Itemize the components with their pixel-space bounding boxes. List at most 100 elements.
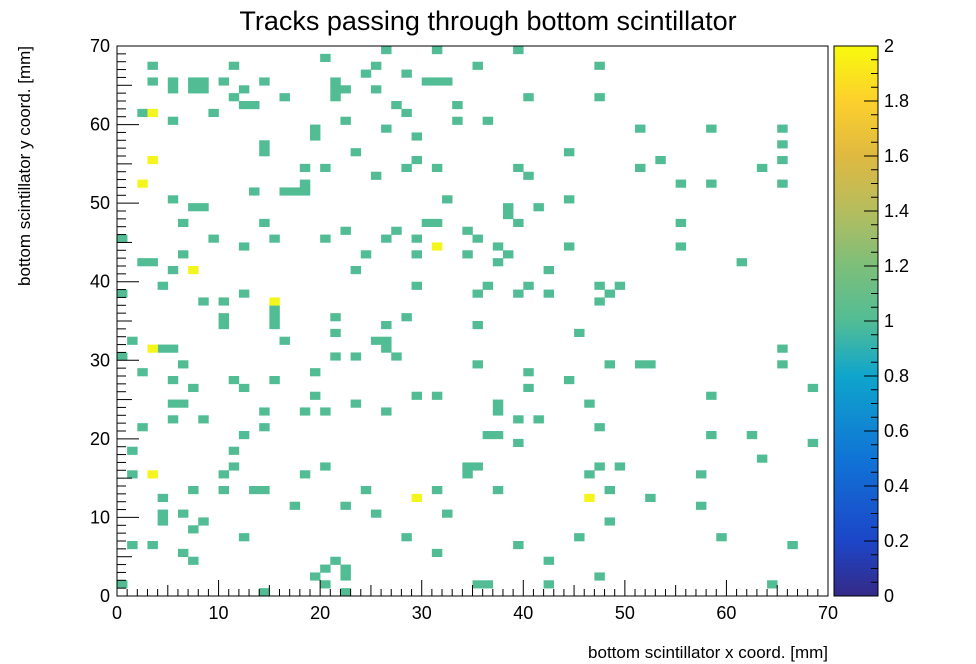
heatmap-bin xyxy=(330,328,341,338)
heatmap-bin xyxy=(482,116,494,125)
heatmap-bin xyxy=(330,556,341,565)
heatmap-bin xyxy=(238,289,250,298)
heatmap-bin xyxy=(167,77,179,86)
heatmap-bin xyxy=(442,195,453,204)
heatmap-bin xyxy=(482,580,494,589)
heatmap-bin xyxy=(157,493,169,503)
heatmap-bin xyxy=(431,391,443,400)
heatmap-bin xyxy=(249,486,260,495)
heatmap-bin xyxy=(117,352,128,361)
heatmap-bin xyxy=(167,415,179,424)
colorbar-tick-label: 1.8 xyxy=(884,91,909,111)
heatmap-bin xyxy=(462,250,473,259)
x-tick-label: 10 xyxy=(209,603,229,623)
heatmap-bin xyxy=(756,163,768,173)
heatmap-bin-max xyxy=(269,297,280,306)
heatmap-bin xyxy=(543,266,555,275)
heatmap-bin xyxy=(695,501,707,510)
heatmap-bin xyxy=(259,148,270,157)
heatmap-bin xyxy=(787,541,798,550)
heatmap-bin xyxy=(472,580,483,589)
colorbar-tick-label: 1.2 xyxy=(884,256,909,276)
heatmap-bin xyxy=(675,242,687,251)
heatmap-bin xyxy=(492,258,504,267)
heatmap-bin xyxy=(513,289,524,298)
heatmap-bin xyxy=(431,218,443,228)
heatmap-bin xyxy=(198,517,209,526)
heatmap-bin xyxy=(198,297,209,306)
heatmap-bin xyxy=(299,187,311,196)
y-tick-label: 0 xyxy=(100,586,110,606)
heatmap-bin xyxy=(777,156,788,165)
heatmap-bin xyxy=(259,140,270,149)
heatmap-bin-max xyxy=(431,242,443,251)
heatmap-bin xyxy=(695,470,707,479)
heatmap-bin xyxy=(259,486,270,495)
heatmap-bin xyxy=(269,313,280,322)
y-tick-label: 70 xyxy=(90,36,110,56)
heatmap-bin xyxy=(309,368,321,377)
heatmap-bin xyxy=(279,93,290,102)
heatmap-bin xyxy=(269,321,280,330)
colorbar-tick-label: 0.4 xyxy=(884,476,909,496)
heatmap-bin-max xyxy=(147,344,158,353)
heatmap-bin xyxy=(513,541,524,550)
heatmap-bin xyxy=(177,360,189,369)
heatmap-bin xyxy=(431,486,443,495)
heatmap-bin xyxy=(431,77,443,86)
colorbar-tick-label: 2 xyxy=(884,36,894,56)
heatmap-bin xyxy=(635,163,646,173)
heatmap-bin xyxy=(320,407,331,416)
colorbar-tick-label: 1.4 xyxy=(884,201,909,221)
heatmap-bin xyxy=(807,383,819,393)
heatmap-bin xyxy=(320,53,331,63)
heatmap-bin xyxy=(777,360,788,369)
heatmap-bin xyxy=(492,431,504,440)
heatmap-bin xyxy=(563,376,575,385)
heatmap-bin xyxy=(198,415,209,424)
heatmap-bin xyxy=(259,423,270,432)
heatmap-bin xyxy=(259,407,270,416)
heatmap-bin xyxy=(238,533,250,542)
heatmap-bin xyxy=(421,218,433,228)
heatmap-bin xyxy=(472,360,483,369)
heatmap-bin xyxy=(645,360,656,369)
heatmap-bin xyxy=(198,77,209,86)
chart-title: Tracks passing through bottom scintillat… xyxy=(239,6,736,36)
heatmap-bin xyxy=(238,85,250,94)
heatmap-bin xyxy=(584,470,595,479)
heatmap-bin xyxy=(574,328,585,338)
heatmap-bin xyxy=(167,376,179,385)
heatmap-bin xyxy=(604,486,615,495)
heatmap-bin xyxy=(147,77,158,86)
heatmap-bin xyxy=(736,258,748,267)
y-axis-label: bottom scintillator y coord. [mm] xyxy=(15,46,34,286)
heatmap-bin xyxy=(249,101,260,110)
heatmap-bin xyxy=(198,203,209,212)
heatmap-bin xyxy=(594,462,605,471)
heatmap-bin xyxy=(675,218,687,228)
heatmap-bin xyxy=(360,486,372,495)
heatmap-bin xyxy=(269,305,280,314)
heatmap-bin xyxy=(523,281,534,290)
heatmap-bin xyxy=(309,572,321,581)
heatmap-bin xyxy=(442,509,453,518)
heatmap-bin xyxy=(167,195,179,204)
heatmap-bin xyxy=(391,352,402,361)
heatmap-bin xyxy=(127,470,138,479)
colorbar-tick-label: 1 xyxy=(884,311,894,331)
heatmap-bin xyxy=(299,407,311,416)
heatmap-bin xyxy=(177,548,189,558)
heatmap-bin xyxy=(167,116,179,125)
heatmap-bin xyxy=(411,281,423,290)
colorbar-tick-label: 0.2 xyxy=(884,531,909,551)
heatmap-bin xyxy=(350,399,362,408)
heatmap-bin xyxy=(492,407,504,416)
heatmap-bin xyxy=(127,446,138,455)
heatmap-bin xyxy=(370,171,382,180)
heatmap-bin xyxy=(269,376,280,385)
heatmap-bin xyxy=(320,163,331,173)
heatmap-bin xyxy=(706,179,717,188)
heatmap-bin xyxy=(604,517,615,526)
